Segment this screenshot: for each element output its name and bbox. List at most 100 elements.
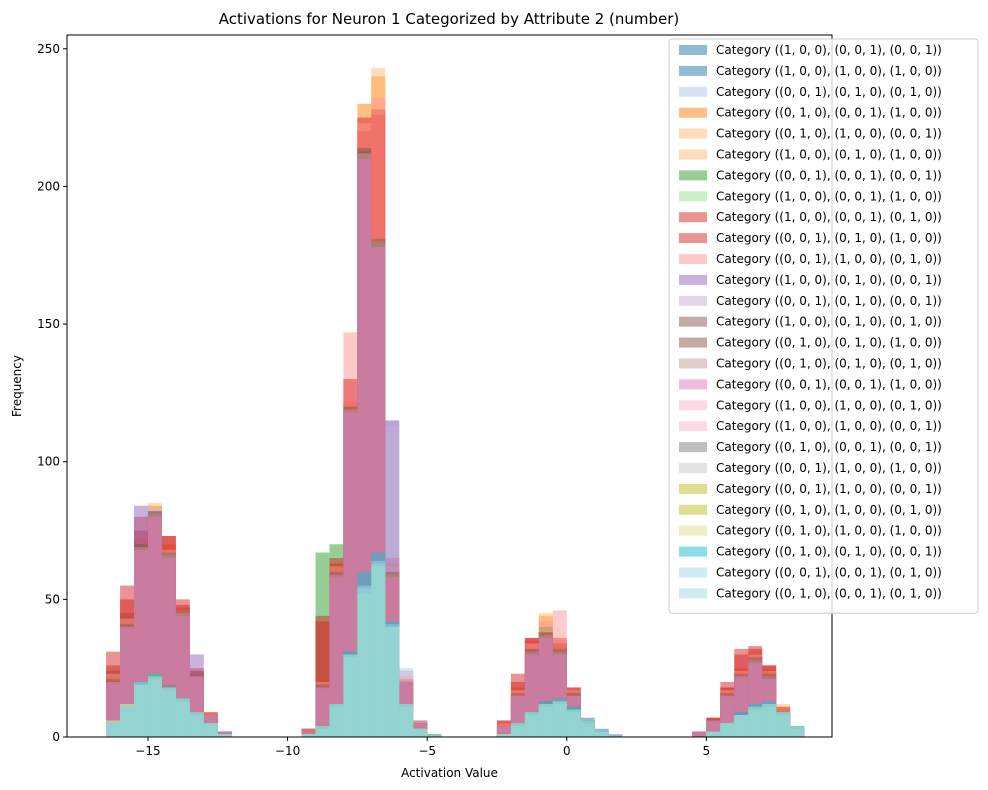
histogram-bar: [371, 563, 386, 737]
legend-swatch: [679, 546, 707, 557]
histogram-bar: [189, 714, 204, 737]
legend-entry: Category ((0, 0, 1), (1, 0, 0), (1, 0, 0…: [679, 461, 942, 475]
legend-swatch: [679, 191, 707, 202]
legend-entry: Category ((1, 0, 0), (1, 0, 0), (0, 1, 0…: [679, 398, 942, 412]
legend-entry: Category ((0, 1, 0), (0, 1, 0), (0, 0, 1…: [679, 545, 942, 559]
legend-swatch: [679, 442, 707, 453]
histogram-bar: [496, 734, 511, 737]
histogram-bar: [566, 712, 581, 737]
histogram-bar: [608, 734, 623, 737]
legend-label: Category ((0, 1, 0), (0, 0, 1), (1, 0, 0…: [716, 106, 942, 120]
legend-swatch: [679, 254, 707, 264]
legend-swatch: [679, 107, 707, 118]
histogram-bar: [776, 714, 791, 737]
legend-label: Category ((1, 0, 0), (0, 0, 1), (1, 0, 0…: [716, 189, 942, 203]
legend-items: Category ((1, 0, 0), (0, 0, 1), (0, 0, 1…: [679, 43, 942, 600]
histogram-bar: [580, 723, 595, 737]
legend-swatch: [679, 295, 707, 306]
legend-entry: Category ((0, 0, 1), (0, 0, 1), (0, 1, 0…: [679, 566, 942, 580]
legend-label: Category ((1, 0, 0), (0, 1, 0), (0, 1, 0…: [716, 315, 942, 329]
legend-label: Category ((1, 0, 0), (1, 0, 0), (0, 1, 0…: [716, 398, 942, 412]
legend-entry: Category ((1, 0, 0), (0, 0, 1), (0, 0, 1…: [679, 43, 942, 57]
histogram-bar: [496, 725, 511, 737]
y-tick-label: 150: [37, 317, 60, 331]
histogram-bar: [134, 684, 148, 737]
legend-entry: Category ((0, 1, 0), (1, 0, 0), (0, 0, 1…: [679, 127, 942, 141]
legend-swatch: [679, 483, 707, 494]
y-axis-ticks: 0 50 100 150 200 250: [37, 42, 67, 744]
y-axis-label: Frequency: [10, 355, 24, 417]
legend-label: Category ((1, 0, 0), (0, 0, 1), (0, 1, 0…: [716, 210, 942, 224]
legend-label: Category ((1, 0, 0), (1, 0, 0), (0, 0, 1…: [716, 419, 942, 433]
histogram-bar: [720, 723, 735, 737]
legend-label: Category ((0, 1, 0), (0, 0, 1), (0, 0, 1…: [716, 440, 942, 454]
legend-swatch: [679, 274, 707, 285]
legend-label: Category ((0, 1, 0), (0, 1, 0), (0, 1, 0…: [716, 357, 942, 371]
legend-entry: Category ((0, 0, 1), (0, 1, 0), (0, 1, 0…: [679, 85, 942, 99]
legend-entry: Category ((0, 1, 0), (0, 0, 1), (0, 0, 1…: [679, 440, 942, 454]
histogram-bar: [413, 728, 428, 737]
histogram-bar: [594, 731, 609, 737]
legend-swatch: [679, 149, 707, 160]
histogram-bar: [510, 725, 525, 737]
legend-label: Category ((0, 1, 0), (1, 0, 0), (1, 0, 0…: [716, 524, 942, 538]
legend-label: Category ((0, 0, 1), (1, 0, 0), (0, 1, 0…: [716, 252, 942, 266]
legend-swatch: [679, 421, 707, 432]
x-tick-label: −10: [275, 744, 300, 758]
legend-label: Category ((0, 0, 1), (1, 0, 0), (1, 0, 0…: [716, 461, 942, 475]
legend-swatch: [679, 86, 707, 97]
legend-entry: Category ((0, 1, 0), (0, 1, 0), (1, 0, 0…: [679, 336, 942, 350]
histogram-bar: [329, 706, 344, 737]
legend-entry: Category ((0, 0, 1), (1, 0, 0), (0, 1, 0…: [679, 252, 942, 266]
histogram-bar: [790, 728, 805, 737]
y-tick-label: 200: [37, 179, 60, 193]
x-axis-label: Activation Value: [401, 766, 498, 780]
histogram-bar: [175, 701, 190, 737]
legend-swatch: [679, 463, 707, 473]
x-tick-label: 5: [703, 744, 711, 758]
y-tick-label: 100: [37, 455, 60, 469]
legend-label: Category ((0, 0, 1), (0, 0, 1), (0, 1, 0…: [716, 566, 942, 580]
histogram-bar: [357, 588, 372, 737]
histogram-bar: [748, 709, 763, 737]
legend-swatch: [679, 45, 707, 55]
legend-swatch: [679, 337, 707, 348]
legend-entry: Category ((1, 0, 0), (0, 1, 0), (0, 0, 1…: [679, 273, 942, 287]
histogram-bar: [399, 706, 414, 737]
histogram-bar: [524, 714, 539, 737]
histogram-bar: [762, 706, 777, 737]
legend-swatch: [679, 504, 707, 515]
legend-swatch: [679, 400, 707, 411]
histogram-bar: [301, 734, 316, 737]
x-tick-label: 0: [563, 744, 571, 758]
histogram-bar: [427, 734, 442, 737]
histogram-bars: [106, 68, 805, 738]
legend-entry: Category ((1, 0, 0), (1, 0, 0), (1, 0, 0…: [679, 64, 942, 78]
legend-label: Category ((0, 1, 0), (0, 1, 0), (0, 0, 1…: [716, 545, 942, 559]
legend-entry: Category ((0, 0, 1), (0, 1, 0), (0, 0, 1…: [679, 294, 942, 308]
histogram-bar: [315, 728, 330, 737]
histogram-bar: [343, 657, 358, 737]
histogram-bar: [161, 690, 176, 737]
legend-entry: Category ((0, 1, 0), (0, 1, 0), (0, 1, 0…: [679, 357, 942, 371]
legend-entry: Category ((0, 1, 0), (0, 0, 1), (1, 0, 0…: [679, 106, 942, 120]
legend-entry: Category ((0, 0, 1), (1, 0, 0), (0, 0, 1…: [679, 482, 942, 496]
legend-swatch: [679, 212, 707, 223]
legend-swatch: [679, 379, 707, 390]
histogram-bar: [106, 723, 121, 737]
legend-swatch: [679, 316, 707, 327]
legend-swatch: [679, 525, 707, 536]
legend-box: [668, 38, 979, 614]
legend-entry: Category ((0, 1, 0), (1, 0, 0), (0, 1, 0…: [679, 503, 942, 517]
legend-swatch: [679, 233, 707, 244]
legend-label: Category ((0, 1, 0), (1, 0, 0), (0, 1, 0…: [716, 503, 942, 517]
histogram-bar: [147, 679, 162, 737]
legend-swatch: [679, 567, 707, 578]
legend-entry: Category ((1, 0, 0), (0, 1, 0), (0, 1, 0…: [679, 315, 942, 329]
legend-swatch: [679, 65, 707, 76]
histogram-bar: [706, 731, 721, 737]
legend-entry: Category ((1, 0, 0), (1, 0, 0), (0, 0, 1…: [679, 419, 942, 433]
x-tick-label: −15: [135, 744, 160, 758]
legend-label: Category ((1, 0, 0), (0, 1, 0), (0, 0, 1…: [716, 273, 942, 287]
legend-entry: Category ((0, 1, 0), (0, 0, 1), (0, 1, 0…: [679, 586, 942, 600]
